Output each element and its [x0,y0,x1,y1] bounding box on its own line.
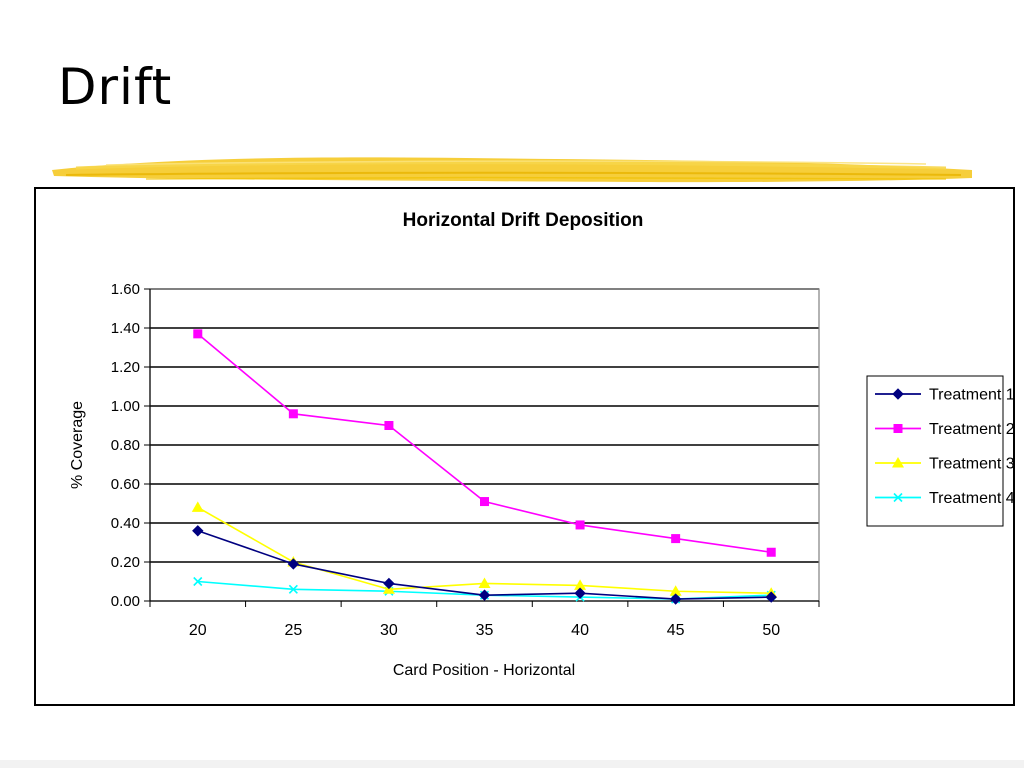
x-tick-label: 40 [571,622,589,639]
y-tick-label: 0.20 [111,554,140,571]
y-tick-label: 0.80 [111,437,140,454]
data-point [191,501,204,512]
legend: Treatment 1 Treatment 2 Treatment 3 Treatme… [866,375,1013,527]
legend-label: Treatment 1 [929,387,1013,404]
data-point [574,587,586,599]
bottom-band [0,760,1024,768]
data-point [193,576,203,587]
data-point [192,525,204,537]
legend-marker [892,457,904,468]
data-point [669,585,682,596]
data-point [384,421,394,430]
y-tick-label: 1.60 [111,281,140,298]
chart-title: Horizontal Drift Deposition [403,210,644,231]
data-point [288,584,298,594]
legend-item: Treatment 4 [875,490,1013,507]
x-tick-label: 25 [284,622,302,639]
x-tick-label: 50 [762,622,780,639]
data-point [669,593,682,605]
data-point [288,409,298,419]
x-tick-label: 35 [476,622,494,639]
x-marker-stroke [288,584,298,594]
data-point [480,497,489,507]
x-tick-label: 30 [380,622,398,639]
legend-item: Treatment 3 [875,456,1013,473]
decorative-brush-stroke [52,157,972,183]
chart-frame: Horizontal Drift Deposition 0.00 0.20 0.40… [34,187,1015,706]
data-point [671,534,681,544]
legend-item: Treatment 1 [875,387,1013,404]
series-treatment-2 [193,329,776,557]
x-tick-label: 45 [667,622,685,639]
data-point [478,589,491,601]
x-marker-stroke [893,492,903,503]
data-point [478,577,491,588]
legend-label: Treatment 2 [929,421,1013,438]
x-marker-stroke [193,576,203,587]
legend-label: Treatment 3 [929,456,1013,473]
legend-marker [893,492,903,503]
data-point [383,577,395,590]
series-treatment-3 [191,501,778,598]
data-point [765,591,777,603]
y-tick-label: 0.00 [111,593,140,610]
x-tick-label: 20 [189,622,207,639]
legend-label: Treatment 4 [929,490,1013,507]
y-tick-label: 0.40 [111,515,140,532]
legend-box [866,375,1004,527]
legend-item: Treatment 2 [875,421,1013,438]
y-tick-label: 1.20 [111,359,140,376]
series-treatment-1 [192,525,777,605]
line-chart: Horizontal Drift Deposition 0.00 0.20 0.40… [69,210,1013,679]
y-tick-label: 1.40 [111,320,140,337]
x-axis-label: Card Position - Horizontal [393,662,575,679]
y-tick-label: 1.00 [111,398,140,415]
data-point [193,329,203,339]
y-axis-label: % Coverage [69,401,86,489]
data-point [574,579,587,590]
legend-marker [893,424,903,433]
data-point [766,547,776,557]
legend-marker [892,388,904,400]
data-point [575,520,585,530]
slide-title: Drift [58,58,173,116]
data-point [287,558,300,570]
y-tick-label: 0.60 [111,476,140,493]
